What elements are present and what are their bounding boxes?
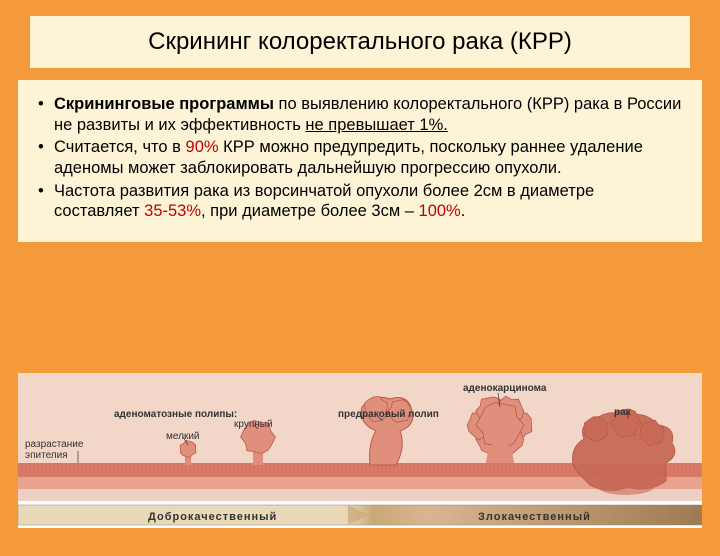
bullet-text: Скрининговые программы (54, 95, 274, 113)
diagram-label: предраковый полип (338, 409, 439, 420)
bullet-text: , при диаметре более 3см – (201, 202, 419, 220)
diagram-label: крупный (234, 419, 273, 430)
diagram-bar-label: Злокачественный (478, 511, 591, 523)
diagram-label: разрастание эпителия (25, 439, 95, 461)
bullet-text: 90% (186, 138, 219, 156)
content-box: Скрининговые программы по выявлению коло… (18, 80, 702, 242)
diagram-svg (18, 373, 702, 528)
diagram-label: мелкий (166, 431, 200, 442)
diagram-label: аденоматозные полипы: (114, 409, 237, 420)
progression-diagram: аденоматозные полипы: мелкий крупный предра… (18, 373, 702, 528)
bullet-text: 35-53% (144, 202, 201, 220)
bullet-text: не превышает 1%. (305, 116, 447, 134)
bullet-item: Скрининговые программы по выявлению коло… (36, 94, 684, 135)
bullet-text: Считается, что в (54, 138, 186, 156)
bullet-item: Считается, что в 90% КРР можно предупред… (36, 137, 684, 178)
bullet-text: 100% (419, 202, 461, 220)
diagram-bar-label: Доброкачественный (148, 511, 277, 523)
page-title: Скрининг колоректального рака (КРР) (40, 28, 680, 56)
title-box: Скрининг колоректального рака (КРР) (30, 16, 690, 68)
bullet-text: . (461, 202, 466, 220)
diagram-label: рак (614, 407, 631, 418)
bullet-item: Частота развития рака из ворсинчатой опу… (36, 181, 684, 222)
diagram-label: аденокарцинома (463, 383, 546, 394)
bullet-list: Скрининговые программы по выявлению коло… (36, 94, 684, 222)
